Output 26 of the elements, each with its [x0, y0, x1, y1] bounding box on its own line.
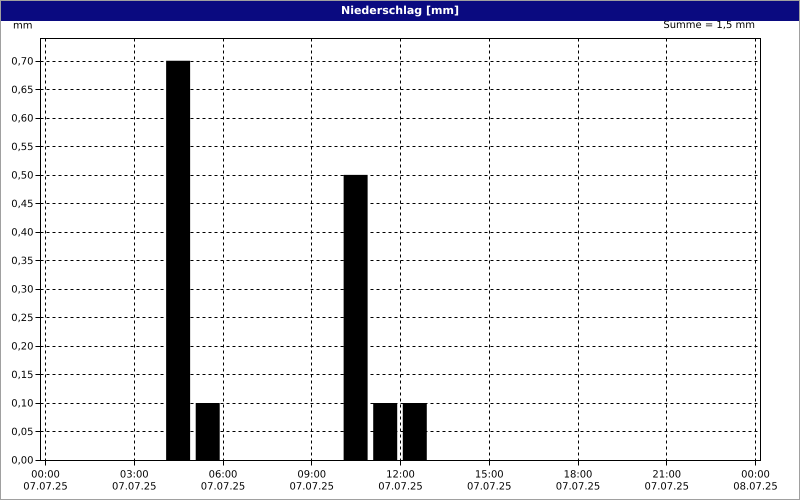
y-tick-label: 0,65 [11, 84, 34, 96]
y-tick-label: 0,10 [11, 398, 34, 410]
x-tick-label: 12:00 07.07.25 [378, 470, 423, 492]
y-tick-label: 0,60 [11, 113, 34, 124]
y-tick-label: 0,35 [11, 256, 34, 267]
x-tick-label: 21:00 07.07.25 [644, 470, 690, 492]
x-tick-label: 18:00 07.07.25 [556, 470, 600, 492]
y-tick-label: 0,45 [11, 198, 34, 210]
y-tick-label: 0,30 [11, 284, 34, 296]
x-tick-label: 15:00 07.07.25 [466, 470, 512, 492]
y-tick-label: 0,25 [11, 312, 34, 324]
x-tick-label: 09:00 07.07.25 [289, 470, 334, 492]
x-tick-label: 06:00 07.07.25 [200, 470, 246, 492]
y-tick-label: 0,55 [11, 142, 34, 153]
y-tick-label: 0,00 [11, 456, 34, 466]
y-axis-title: mm [13, 20, 32, 32]
y-tick-label: 0,70 [11, 56, 34, 68]
y-tick-label: 0,40 [11, 227, 34, 238]
x-tick-label: 00:00 08.07.25 [733, 470, 778, 492]
x-tick-label: 00:00 07.07.25 [23, 470, 68, 492]
x-tick-label: 03:00 07.07.25 [112, 470, 157, 492]
y-tick-label: 0,05 [11, 426, 34, 438]
y-tick-label: 0,20 [11, 341, 34, 352]
chart-title: Niederschlag [mm] [1, 1, 799, 21]
y-tick-label: 0,15 [11, 370, 34, 381]
y-tick-label: 0,50 [11, 170, 34, 182]
